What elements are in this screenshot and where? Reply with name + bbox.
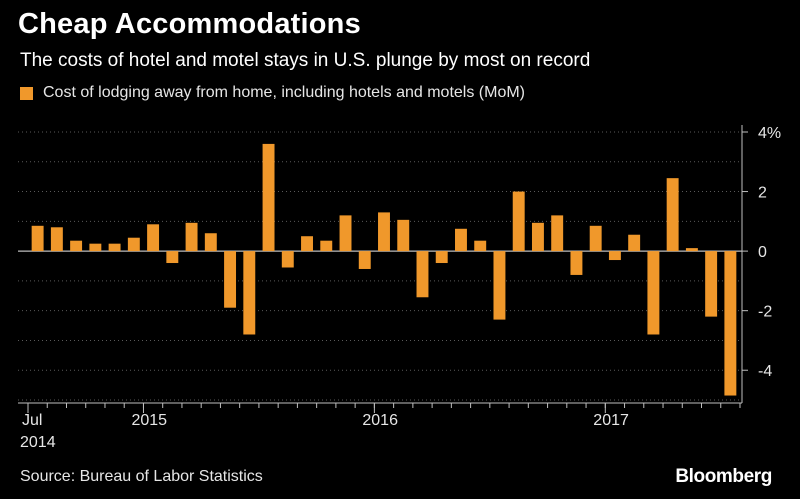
y-tick-label: -4 xyxy=(758,363,772,380)
legend: Cost of lodging away from home, includin… xyxy=(20,84,525,102)
bar xyxy=(397,219,410,252)
legend-label: Cost of lodging away from home, includin… xyxy=(43,84,525,101)
bar xyxy=(551,215,564,252)
bar xyxy=(724,251,737,396)
bar-chart: 4% 2 0 -2 -4 Jul 2014 2015 2016 2017 xyxy=(18,125,781,451)
x-tick-label: Jul xyxy=(22,412,42,429)
y-tick-label: 4% xyxy=(758,125,781,142)
y-tick-label: -2 xyxy=(758,304,772,321)
x-tick-label: 2016 xyxy=(362,412,398,429)
bar xyxy=(435,251,448,264)
bar xyxy=(666,178,679,252)
bar xyxy=(262,143,275,252)
bar xyxy=(89,243,102,252)
bar xyxy=(705,251,718,317)
y-tick-label: 0 xyxy=(758,244,767,261)
x-tick-label: 2015 xyxy=(131,412,167,429)
bar xyxy=(224,251,237,308)
bar xyxy=(358,251,371,269)
bar xyxy=(531,222,544,252)
bar xyxy=(50,227,63,252)
y-tick-label: 2 xyxy=(758,185,767,202)
x-tick-sublabel: 2014 xyxy=(20,434,56,451)
bar xyxy=(320,240,333,252)
bar xyxy=(493,251,506,320)
bar xyxy=(147,224,160,252)
bar xyxy=(166,251,179,264)
bar xyxy=(455,228,467,252)
bar xyxy=(70,240,83,252)
bars xyxy=(31,143,737,396)
bar xyxy=(185,222,198,252)
bar xyxy=(589,225,602,252)
axes xyxy=(18,125,748,413)
bloomberg-logo: Bloomberg xyxy=(675,466,772,487)
bar xyxy=(281,251,294,268)
bar xyxy=(685,248,698,252)
bar xyxy=(628,234,641,252)
bar xyxy=(570,251,583,275)
bar xyxy=(378,212,390,252)
bar xyxy=(416,251,429,298)
bar xyxy=(301,236,313,252)
bar xyxy=(127,237,140,252)
grid-lines xyxy=(18,131,742,401)
bar xyxy=(204,233,217,252)
tick-labels: 4% 2 0 -2 -4 Jul 2014 2015 2016 2017 xyxy=(20,125,781,451)
bar xyxy=(647,251,660,335)
source-note: Source: Bureau of Labor Statistics xyxy=(20,468,263,485)
chart-title: Cheap Accommodations xyxy=(18,8,361,40)
chart-subtitle: The costs of hotel and motel stays in U.… xyxy=(20,50,591,71)
bar xyxy=(243,251,256,335)
bar xyxy=(339,215,352,252)
bar xyxy=(31,225,44,252)
bar xyxy=(108,243,121,252)
bar xyxy=(512,191,525,252)
bar xyxy=(474,240,487,252)
legend-swatch xyxy=(20,86,33,100)
x-tick-label: 2017 xyxy=(593,412,629,429)
bar xyxy=(608,251,621,261)
